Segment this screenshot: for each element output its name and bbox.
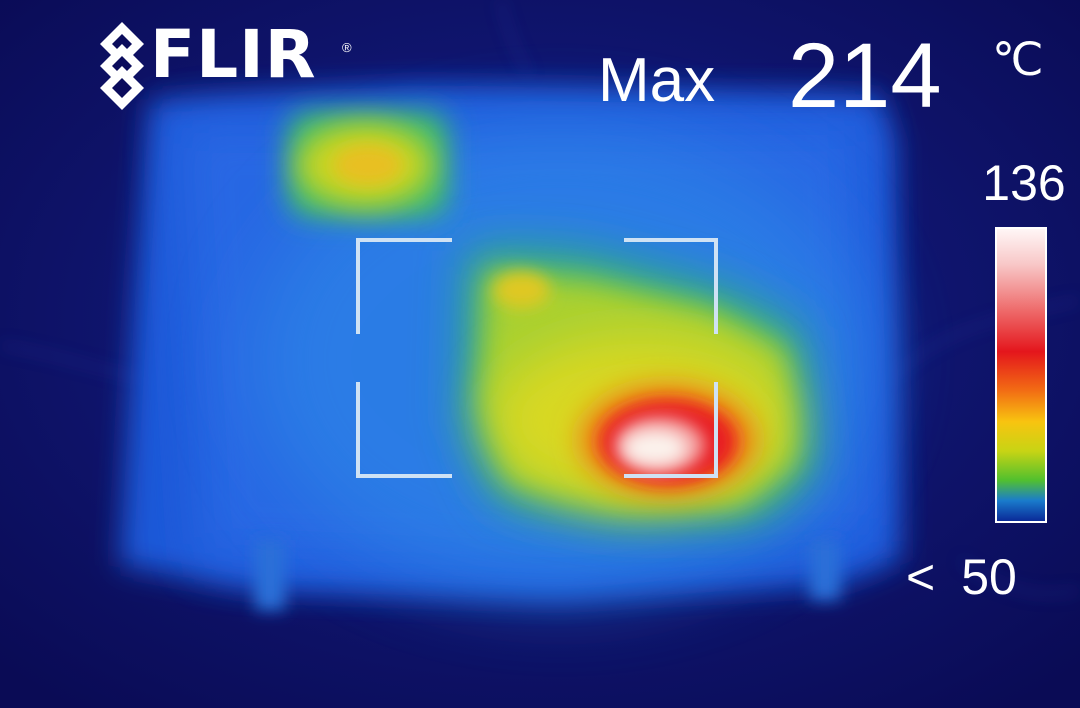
brand-name: FLIR (150, 16, 317, 93)
max-label: Max (598, 46, 716, 115)
registered-mark: ® (342, 40, 352, 55)
scale-max-value: 136 (982, 155, 1066, 211)
color-scale-bar (995, 227, 1047, 523)
measurement-box-reticle-icon (356, 238, 718, 478)
scale-min-prefix: < (906, 549, 936, 605)
max-temperature-value: 214 (788, 25, 942, 127)
flir-diamond-logo-icon (100, 22, 144, 110)
scale-min-value: 50 (961, 549, 1017, 605)
temperature-unit: ℃ (992, 33, 1044, 85)
scale-min-label: <50 (906, 552, 1017, 602)
